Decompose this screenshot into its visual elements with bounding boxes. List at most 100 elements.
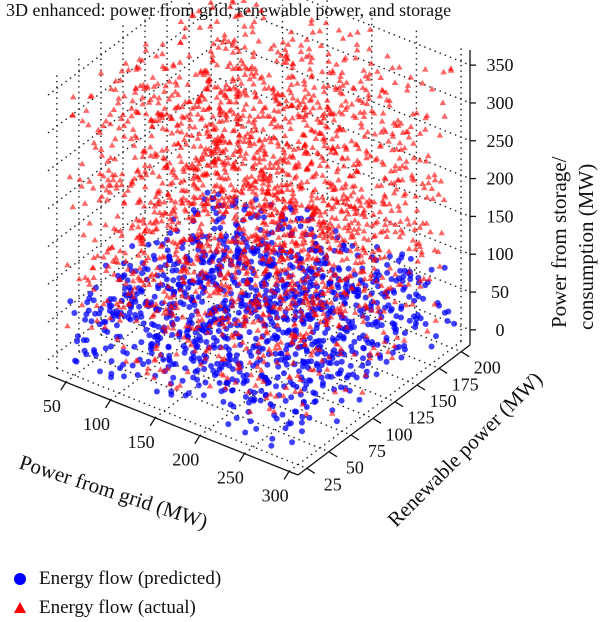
data-point-actual bbox=[202, 355, 209, 361]
data-point-actual bbox=[403, 128, 410, 135]
data-point-actual bbox=[265, 84, 272, 91]
data-point-actual bbox=[229, 127, 237, 134]
data-point-actual bbox=[300, 116, 308, 123]
data-point-actual bbox=[275, 258, 283, 264]
data-point-actual bbox=[261, 195, 269, 201]
data-point-actual bbox=[195, 160, 203, 167]
data-point-actual bbox=[366, 291, 374, 298]
data-point-actual bbox=[243, 279, 251, 285]
data-point-actual bbox=[272, 97, 280, 104]
data-point-actual bbox=[291, 281, 299, 288]
data-point-actual bbox=[94, 126, 102, 133]
data-point-actual bbox=[150, 374, 158, 381]
data-point-actual bbox=[367, 60, 375, 66]
data-point-actual bbox=[232, 211, 240, 218]
data-point-actual bbox=[217, 232, 225, 239]
data-point-actual bbox=[245, 7, 252, 13]
data-point-predicted bbox=[188, 355, 195, 362]
data-point-actual bbox=[149, 117, 156, 124]
data-point-actual bbox=[310, 293, 317, 299]
data-point-predicted bbox=[318, 374, 325, 381]
data-point-actual bbox=[100, 300, 107, 307]
z-tick-label: 50 bbox=[491, 282, 509, 302]
data-point-actual bbox=[133, 317, 140, 323]
data-point-actual bbox=[328, 299, 335, 305]
data-point-actual bbox=[323, 318, 330, 325]
data-point-actual bbox=[246, 359, 254, 365]
data-point-actual bbox=[250, 105, 257, 111]
data-point-actual bbox=[248, 23, 256, 29]
data-point-actual bbox=[176, 152, 183, 159]
data-point-actual bbox=[179, 265, 187, 271]
data-point-actual bbox=[237, 289, 244, 295]
data-point-actual bbox=[222, 146, 229, 152]
data-point-predicted bbox=[336, 266, 343, 273]
data-point-actual bbox=[354, 96, 362, 102]
data-point-actual bbox=[231, 320, 239, 326]
y-tick bbox=[350, 434, 360, 441]
data-point-actual bbox=[249, 318, 257, 325]
data-point-actual bbox=[440, 196, 448, 203]
data-point-actual bbox=[335, 232, 343, 238]
data-point-actual bbox=[303, 256, 311, 262]
data-point-actual bbox=[383, 233, 391, 239]
data-point-actual bbox=[301, 340, 309, 347]
data-point-actual bbox=[124, 187, 132, 193]
data-point-actual bbox=[256, 98, 264, 104]
data-point-actual bbox=[216, 269, 224, 276]
data-point-predicted bbox=[270, 308, 277, 315]
data-point-predicted bbox=[258, 387, 265, 394]
data-point-actual bbox=[271, 115, 278, 121]
data-point-actual bbox=[173, 350, 180, 357]
data-point-actual bbox=[80, 231, 87, 238]
data-point-actual bbox=[295, 263, 302, 269]
data-point-actual bbox=[202, 122, 209, 129]
data-point-actual bbox=[383, 227, 391, 233]
data-point-actual bbox=[293, 201, 300, 207]
data-point-actual bbox=[389, 130, 396, 137]
data-point-actual bbox=[156, 254, 163, 261]
data-point-predicted bbox=[213, 337, 220, 344]
data-point-actual bbox=[401, 337, 408, 343]
data-point-actual bbox=[267, 350, 275, 356]
data-point-actual bbox=[279, 91, 287, 98]
data-point-actual bbox=[338, 154, 346, 160]
data-point-actual bbox=[265, 71, 273, 78]
data-point-actual bbox=[145, 281, 153, 287]
y-tick-label: 25 bbox=[324, 474, 342, 494]
data-point-actual bbox=[251, 237, 258, 244]
data-point-actual bbox=[184, 337, 192, 343]
data-point-actual bbox=[157, 280, 164, 286]
data-point-actual bbox=[142, 110, 150, 117]
data-point-actual bbox=[392, 228, 399, 235]
data-point-actual bbox=[394, 117, 402, 123]
data-point-actual bbox=[329, 67, 336, 74]
data-point-actual bbox=[256, 301, 263, 308]
data-point-actual bbox=[156, 197, 163, 204]
data-point-actual bbox=[144, 254, 152, 261]
data-point-actual bbox=[158, 266, 166, 273]
data-point-actual bbox=[404, 215, 411, 222]
data-point-actual bbox=[288, 285, 295, 291]
data-point-actual bbox=[256, 171, 263, 178]
data-point-actual bbox=[319, 228, 326, 234]
data-point-actual bbox=[78, 183, 85, 189]
data-point-actual bbox=[103, 267, 110, 273]
data-point-actual bbox=[411, 226, 418, 232]
data-point-actual bbox=[301, 231, 308, 237]
data-point-actual bbox=[325, 104, 332, 110]
data-point-actual bbox=[298, 233, 305, 239]
data-point-actual bbox=[338, 102, 345, 108]
data-point-actual bbox=[194, 135, 202, 141]
data-point-actual bbox=[297, 183, 304, 189]
data-point-actual bbox=[254, 348, 262, 354]
data-point-actual bbox=[142, 41, 150, 47]
data-point-actual bbox=[249, 53, 257, 60]
data-point-predicted bbox=[195, 294, 202, 300]
data-point-actual bbox=[250, 49, 258, 55]
data-point-actual bbox=[296, 101, 303, 107]
data-point-actual bbox=[260, 14, 267, 21]
data-point-actual bbox=[244, 257, 251, 263]
data-point-actual bbox=[274, 182, 281, 189]
data-point-actual bbox=[351, 240, 359, 246]
